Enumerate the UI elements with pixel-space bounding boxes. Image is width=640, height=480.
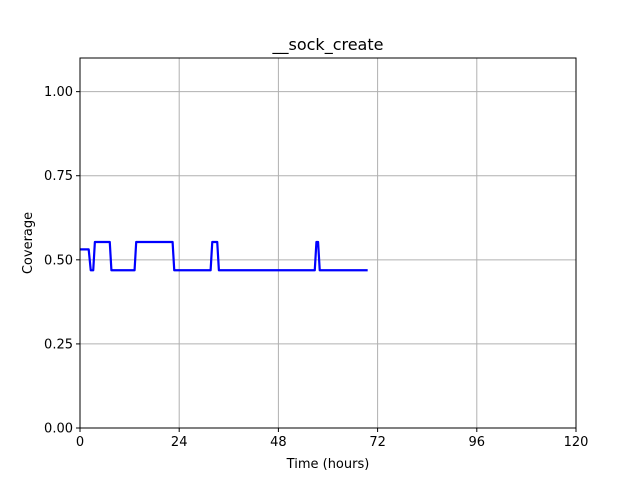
y-tick-label: 0.00	[44, 422, 73, 437]
x-tick-label: 48	[270, 435, 287, 450]
y-tick-label: 1.00	[44, 85, 73, 100]
tick-layer: 0 24 48 72 96 120 0.00 0.25 0.50 0.75 1.00	[44, 85, 588, 450]
series-line	[80, 240, 368, 272]
x-tick-label: 24	[171, 435, 188, 450]
x-tick-label: 72	[369, 435, 386, 450]
y-tick-label: 0.25	[44, 337, 73, 352]
y-axis-label: Coverage	[21, 212, 36, 274]
y-tick-label: 0.75	[44, 169, 73, 184]
x-tick-label: 96	[469, 435, 486, 450]
x-axis-label: Time (hours)	[286, 457, 370, 472]
y-tick-label: 0.50	[44, 253, 73, 268]
plot-frame	[79, 57, 577, 429]
chart-title: __sock_create	[272, 35, 384, 55]
x-tick-label: 0	[76, 435, 84, 450]
series-layer	[80, 240, 368, 272]
x-tick-label: 120	[564, 435, 589, 450]
